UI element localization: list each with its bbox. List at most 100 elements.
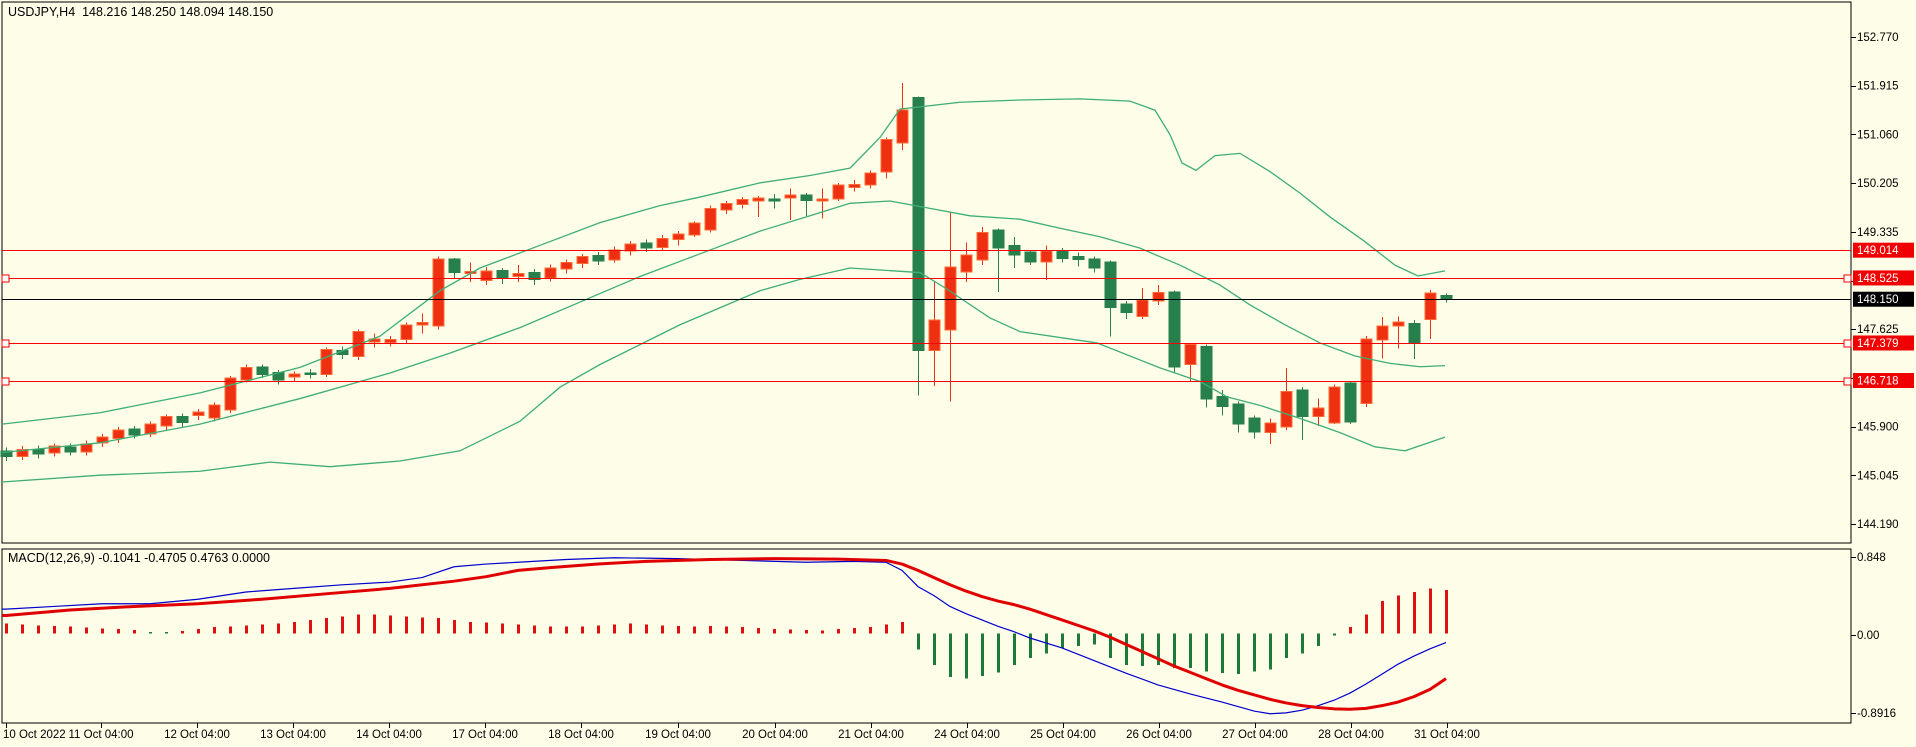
price-axis-label: 152.770 [1857,32,1899,44]
candle-body [304,372,317,376]
candle-body [480,270,493,282]
candle-body [1056,251,1069,259]
candle-body [992,229,1005,249]
candle-body [528,272,541,280]
candle-body [976,231,989,261]
candle-body [1072,256,1085,260]
candle-body [848,184,861,188]
candle-body [640,242,653,249]
time-axis-label: 11 Oct 04:00 [69,729,134,741]
candle-body [0,450,13,457]
candle-body [176,416,189,423]
candle-body [912,97,925,351]
candle-body [656,237,669,249]
time-axis-label: 25 Oct 04:00 [1030,729,1096,741]
price-badge-label: 148.150 [1857,294,1899,306]
price-badge-red [1853,373,1914,389]
time-axis-label: 31 Oct 04:00 [1414,729,1480,741]
macd-axis-label: -0.8916 [1857,708,1896,720]
candle-body [1392,321,1405,327]
line-drag-handle[interactable] [1,377,10,386]
macd-indicator-label: MACD(12,26,9) -0.1041 -0.4705 0.4763 0.0… [8,551,270,565]
candle-body [1088,258,1101,269]
candle-body [208,404,221,419]
candle-body [784,194,797,199]
candle-body [1136,299,1149,317]
main-price-panel[interactable] [1,1,1852,544]
candle-body [32,449,45,455]
candle-body [624,243,637,252]
candle-body [1040,250,1053,263]
price-axis-label: 150.205 [1857,178,1899,190]
candle-body [672,233,685,241]
price-badge-label: 149.014 [1857,245,1899,257]
bollinger-lower-band [1,267,1446,483]
candle-body [704,207,717,231]
candle-body [1152,291,1165,302]
candle-body [128,428,141,436]
candle-body [608,249,621,261]
candle-body [48,445,61,454]
candle-body [160,416,173,427]
candle-body [1168,291,1181,368]
candle-body [752,197,765,202]
candle-body [944,266,957,331]
candle-body [1360,338,1373,405]
candle-body [1296,389,1309,418]
time-axis-label: 24 Oct 04:00 [934,729,1000,741]
time-axis-label: 19 Oct 04:00 [645,729,711,741]
macd-signal-line [2,557,1447,711]
price-badge-label: 147.379 [1857,338,1899,350]
candle-body [560,261,573,270]
candle-body [736,198,749,205]
price-badge-red [1853,242,1914,258]
candle-body [1104,261,1117,309]
candle-body [1248,417,1261,433]
candle-body [864,172,877,186]
bollinger-upper-band [1,98,1446,425]
candle-body [688,222,701,236]
candle-body [1184,344,1197,366]
candle-body [720,202,733,211]
time-axis-label: 12 Oct 04:00 [164,729,230,741]
macd-axis-label: 0.00 [1857,630,1879,642]
candle-body [896,109,909,144]
candle-body [880,139,893,173]
time-axis-label: 20 Oct 04:00 [742,729,808,741]
candle-body [448,258,461,274]
candle-body [544,267,557,279]
line-drag-handle[interactable] [1843,377,1852,386]
candle-body [1120,303,1133,313]
time-axis-label: 26 Oct 04:00 [1126,729,1192,741]
candle-body [16,449,29,457]
line-drag-handle[interactable] [1,339,10,348]
candle-body [592,255,605,262]
price-axis-label: 145.045 [1857,470,1899,482]
time-axis-label: 10 Oct 2022 [3,729,66,741]
price-badge-label: 148.525 [1857,273,1899,285]
candle-body [192,411,205,417]
candle-body [928,319,941,351]
candle-body [240,366,253,381]
line-drag-handle[interactable] [1843,274,1852,283]
candle-body [1376,325,1389,341]
price-axis-label: 144.190 [1857,519,1899,531]
line-drag-handle[interactable] [1,274,10,283]
line-drag-handle[interactable] [1843,339,1852,348]
candle-body [1216,395,1229,408]
candle-body [1280,391,1293,428]
candle-body [1424,292,1437,321]
candle-body [800,194,813,201]
candle-body [1264,422,1277,434]
candle-body [496,269,509,279]
bollinger-middle-band [1,200,1446,454]
price-axis-label: 147.625 [1857,324,1899,336]
candle-body [768,198,781,202]
time-axis-label: 27 Oct 04:00 [1222,729,1288,741]
macd-line [2,557,1447,715]
candle-body [256,366,269,376]
time-axis-label: 17 Oct 04:00 [452,729,518,741]
price-badge-label: 146.718 [1857,376,1899,388]
